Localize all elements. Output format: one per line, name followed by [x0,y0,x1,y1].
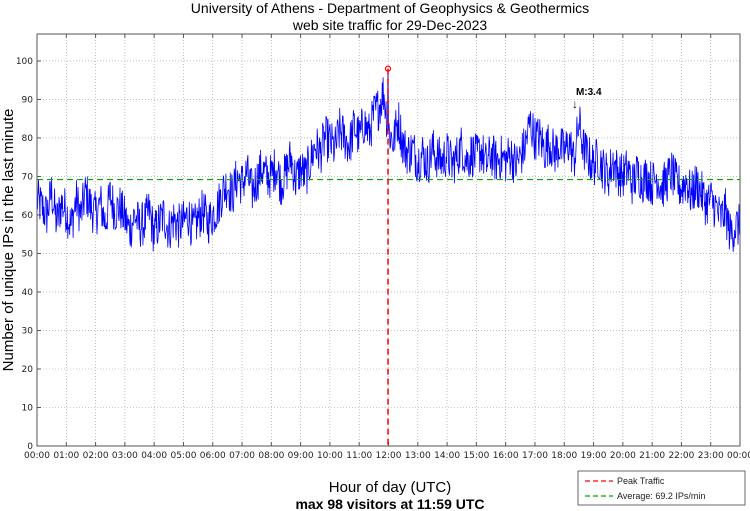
annotation-label: M:3.4 [576,87,602,98]
y-tick-label: 60 [22,211,34,221]
annotation-arrow-icon: ↓ [572,97,578,111]
x-tick-label: 14:00 [434,451,460,461]
legend: Peak Traffic Average: 69.2 IPs/min [577,470,746,506]
x-tick-label: 21:00 [639,451,665,461]
x-tick-label: 10:00 [317,451,343,461]
x-axis-label: Hour of day (UTC) [329,479,452,496]
y-tick-label: 30 [22,326,34,336]
x-tick-label: 11:00 [346,451,372,461]
y-tick-label: 100 [16,57,33,67]
y-tick-label: 50 [22,249,34,259]
x-tick-label: 15:00 [463,451,489,461]
y-tick-label: 10 [22,403,34,413]
x-tick-label: 03:00 [112,451,138,461]
x-tick-label: 12:00 [376,451,402,461]
y-tick-label: 0 [27,442,33,452]
y-tick-label: 40 [22,288,34,298]
peak-marker [384,65,392,72]
y-tick-label: 20 [22,365,34,375]
chart-title-line2: web site traffic for 29-Dec-2023 [292,17,487,33]
max-visitors-subtitle: max 98 visitors at 11:59 UTC [295,496,484,511]
y-tick-label: 90 [22,95,34,105]
x-ticks: 00:00 01:00 02:00 03:00 04:00 05:00 06:00 07:00… [24,34,750,461]
x-tick-label: 22:00 [668,451,694,461]
x-tick-label: 17:00 [522,451,548,461]
x-tick-label: 16:00 [493,451,519,461]
x-tick-label: 01:00 [53,451,79,461]
x-tick-label: 19:00 [581,451,607,461]
y-axis-label: Number of unique IPs in the last minute [0,109,17,372]
plot-frame [36,33,741,447]
x-tick-label: 02:00 [83,451,109,461]
x-tick-label: 13:00 [405,451,431,461]
x-tick-label: 09:00 [288,451,314,461]
x-tick-label: 04:00 [141,451,167,461]
x-tick-label: 05:00 [170,451,196,461]
x-tick-label: 07:00 [229,451,255,461]
y-ticks: 0 10 20 30 40 50 60 70 80 90 100 [16,57,41,452]
x-tick-label: 20:00 [610,451,636,461]
x-tick-label: 23:00 [698,451,724,461]
legend-peak-label: Peak Traffic [617,476,665,486]
x-tick-label: 06:00 [200,451,226,461]
legend-average-label: Average: 69.2 IPs/min [617,491,705,501]
y-tick-label: 80 [22,134,34,144]
x-tick-label: 08:00 [258,451,284,461]
x-tick-label: 18:00 [551,451,577,461]
x-tick-label: 00:00 [727,451,750,461]
x-tick-label: 00:00 [24,451,50,461]
y-tick-label: 70 [22,172,34,182]
chart-title-line1: University of Athens - Department of Geo… [191,0,589,16]
